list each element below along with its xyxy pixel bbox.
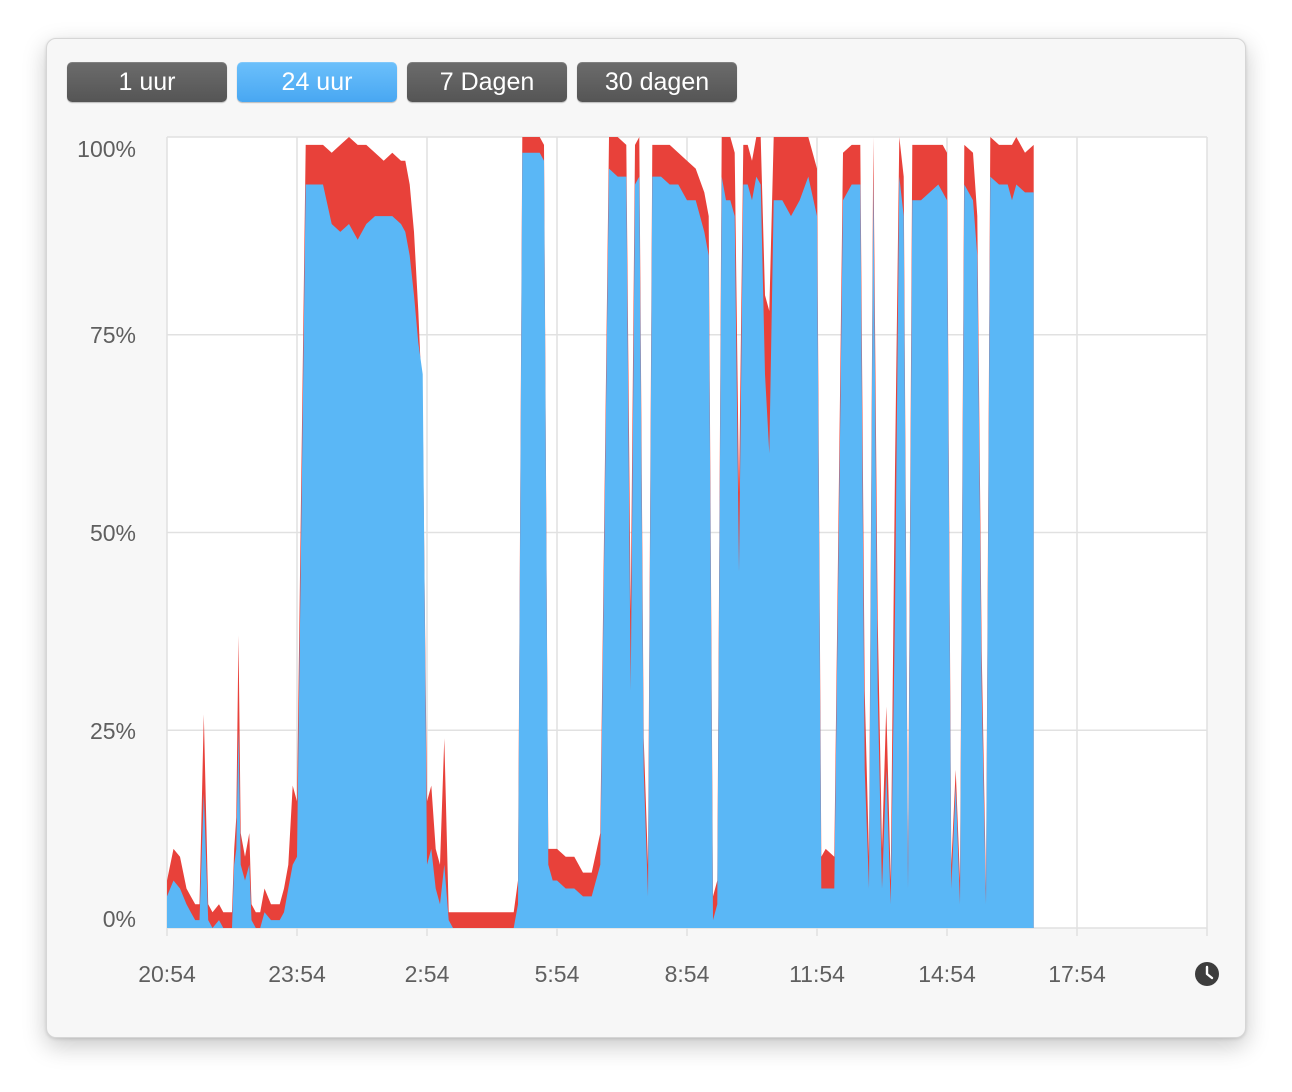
x-tick-label: 17:54 [1048,961,1106,987]
y-tick-label: 25% [90,718,136,744]
tab-7-days[interactable]: 7 Dagen [407,62,567,102]
x-tick-label: 11:54 [789,961,845,987]
series-area-blue [167,152,1034,929]
x-tick-label: 5:54 [535,961,580,987]
x-axis: 20:54 23:54 2:54 5:54 8:54 11:54 14:54 1… [138,961,1106,987]
time-range-tabs: 1 uur 24 uur 7 Dagen 30 dagen [67,62,737,102]
usage-chart: 0% 25% 50% 75% 100% 20:54 23:54 2:54 5:5… [77,136,1219,987]
x-tick-label: 23:54 [268,961,326,987]
tab-30-days[interactable]: 30 dagen [577,62,737,102]
network-window: 1 uur 24 uur 7 Dagen 30 dagen 0% 25% 50%… [46,38,1246,1038]
tab-1-hour[interactable]: 1 uur [67,62,227,102]
y-axis: 0% 25% 50% 75% 100% [77,136,136,932]
y-tick-label: 100% [77,136,136,162]
y-tick-label: 75% [90,322,136,348]
tab-24-hours[interactable]: 24 uur [237,62,397,102]
x-tick-label: 14:54 [918,961,976,987]
clock-icon[interactable] [1195,962,1219,986]
y-tick-label: 0% [103,906,136,932]
x-tick-label: 8:54 [665,961,710,987]
chart-series [167,137,1034,929]
x-tick-label: 20:54 [138,961,196,987]
y-tick-label: 50% [90,520,136,546]
x-tick-label: 2:54 [405,961,450,987]
